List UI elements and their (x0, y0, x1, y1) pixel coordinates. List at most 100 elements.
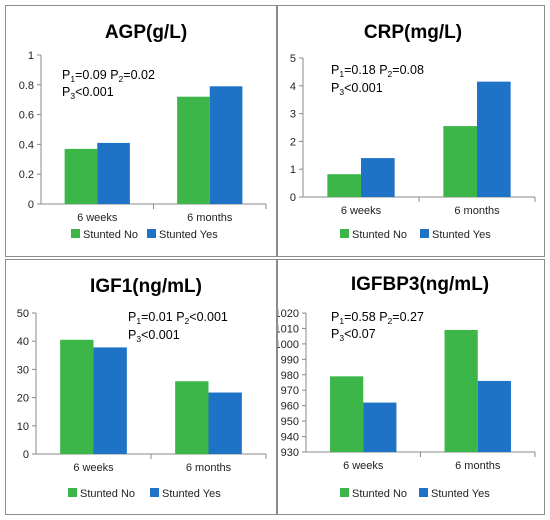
x-category-label: 6 months (454, 205, 500, 217)
y-tick-label: 990 (281, 354, 299, 366)
chart-title: CRP(mg/L) (364, 22, 462, 43)
p2-value: =0.27 (392, 310, 424, 324)
p1-value: =0.01 (141, 310, 176, 324)
y-tick-label: 5 (290, 53, 296, 65)
legend-label: Stunted No (352, 488, 407, 500)
chart-svg-agp: AGP(g/L) 0 0.2 0.4 0.6 0.8 1 6 weeks 6 months P1=… (19, 22, 267, 241)
x-category-label: 6 weeks (73, 462, 114, 474)
y-tick-label: 50 (17, 308, 29, 320)
legend-label: Stunted No (83, 229, 138, 241)
y-tick-label: 0 (290, 192, 296, 204)
p-values-line-2: P3<0.001 (62, 85, 114, 101)
x-category-label: 6 weeks (343, 460, 384, 472)
y-tick-label: 0.2 (19, 169, 34, 181)
y-tick-label: 3 (290, 109, 296, 121)
y-tick-label: 2 (290, 136, 296, 148)
x-category-label: 6 months (455, 460, 501, 472)
chart-svg-crp: CRP(mg/L) 0 1 2 3 4 5 6 weeks 6 months P1=0.18 P2… (290, 22, 536, 241)
bar-stunted-yes (93, 347, 127, 454)
chart-panel-agp: AGP(g/L) 0 0.2 0.4 0.6 0.8 1 6 weeks 6 months P1=… (5, 5, 277, 257)
y-tick-label: 950 (281, 416, 299, 428)
p-values-line-1: P1=0.18 P2=0.08 (331, 63, 424, 79)
y-tick-label: 0.4 (19, 139, 34, 151)
y-tick-label: 1000 (278, 339, 299, 351)
y-tick-label: 0.8 (19, 80, 34, 92)
legend-label: Stunted Yes (162, 488, 221, 500)
bar-stunted-no (175, 381, 209, 454)
y-tick-label: 930 (281, 447, 299, 459)
chart-svg-igf1: IGF1(ng/mL) 0 10 20 30 40 50 6 weeks 6 months P1=… (17, 276, 267, 500)
chart-title: AGP(g/L) (105, 22, 187, 43)
chart-title: IGFBP3(ng/mL) (351, 274, 489, 295)
legend-label: Stunted No (352, 229, 407, 241)
y-tick-label: 1 (28, 50, 34, 62)
p3-value: <0.07 (344, 327, 376, 341)
legend-swatch-stunted-no (71, 229, 80, 238)
legend-swatch-stunted-yes (420, 229, 429, 238)
p2-value: =0.08 (392, 63, 424, 77)
y-tick-label: 0 (28, 199, 34, 211)
x-category-label: 6 months (186, 462, 232, 474)
p-values-line-2: P3<0.07 (331, 327, 376, 343)
chart-svg-igfbp3: IGFBP3(ng/mL) 930 940 950 960 970 980 990 1000 10… (278, 274, 536, 500)
p-values-line-2: P3<0.001 (128, 328, 180, 344)
p-values-line-2: P3<0.001 (331, 81, 383, 97)
legend-swatch-stunted-yes (147, 229, 156, 238)
y-tick-label: 10 (17, 421, 29, 433)
p2-value: =0.02 (123, 68, 155, 82)
x-category-label: 6 weeks (341, 205, 382, 217)
p-values-line-1: P1=0.01 P2<0.001 (128, 310, 228, 326)
y-tick-label: 0 (23, 449, 29, 461)
x-category-label: 6 months (187, 212, 233, 224)
y-tick-label: 1 (290, 164, 296, 176)
bar-stunted-no (64, 148, 98, 204)
y-tick-label: 1010 (278, 323, 299, 335)
bar-stunted-no (177, 96, 210, 204)
legend-label: Stunted Yes (159, 229, 218, 241)
p-values-line-1: P1=0.58 P2=0.27 (331, 310, 424, 326)
y-tick-label: 960 (281, 401, 299, 413)
y-tick-label: 30 (17, 364, 29, 376)
chart-title: IGF1(ng/mL) (90, 276, 202, 297)
y-tick-label: 40 (17, 336, 29, 348)
legend-swatch-stunted-no (340, 229, 349, 238)
bar-stunted-yes (208, 392, 242, 454)
bar-stunted-yes (209, 86, 243, 204)
legend-swatch-stunted-no (68, 488, 77, 497)
chart-panel-igf1: IGF1(ng/mL) 0 10 20 30 40 50 6 weeks 6 months P1=… (5, 259, 277, 515)
bar-stunted-no (330, 376, 364, 452)
bar-stunted-no (444, 329, 478, 452)
y-tick-label: 4 (290, 81, 296, 93)
y-tick-label: 980 (281, 370, 299, 382)
p-values-line-1: P1=0.09 P2=0.02 (62, 68, 155, 84)
p1-value: =0.18 (344, 63, 379, 77)
x-category-label: 6 weeks (77, 212, 118, 224)
p3-value: <0.001 (75, 85, 114, 99)
legend-label: Stunted Yes (431, 488, 490, 500)
chart-panel-igfbp3: IGFBP3(ng/mL) 930 940 950 960 970 980 990 1000 10… (277, 259, 545, 515)
bar-stunted-no (327, 174, 361, 197)
bar-stunted-yes (97, 142, 130, 204)
legend-swatch-stunted-yes (150, 488, 159, 497)
y-tick-label: 970 (281, 385, 299, 397)
p3-value: <0.001 (344, 81, 383, 95)
bar-stunted-yes (363, 402, 397, 452)
p2-value: <0.001 (189, 310, 228, 324)
y-tick-label: 0.6 (19, 110, 34, 122)
bar-stunted-yes (477, 81, 511, 197)
y-tick-label: 20 (17, 393, 29, 405)
bar-stunted-no (443, 126, 477, 197)
bar-stunted-yes (477, 380, 511, 452)
legend-swatch-stunted-yes (419, 488, 428, 497)
chart-panel-crp: CRP(mg/L) 0 1 2 3 4 5 6 weeks 6 months P1=0.18 P2… (277, 5, 545, 257)
legend-label: Stunted No (80, 488, 135, 500)
legend-swatch-stunted-no (340, 488, 349, 497)
p3-value: <0.001 (141, 328, 180, 342)
bar-stunted-no (60, 339, 94, 454)
y-tick-label: 940 (281, 432, 299, 444)
bar-stunted-yes (361, 158, 395, 197)
legend-label: Stunted Yes (432, 229, 491, 241)
p1-value: =0.09 (75, 68, 110, 82)
p1-value: =0.58 (344, 310, 379, 324)
